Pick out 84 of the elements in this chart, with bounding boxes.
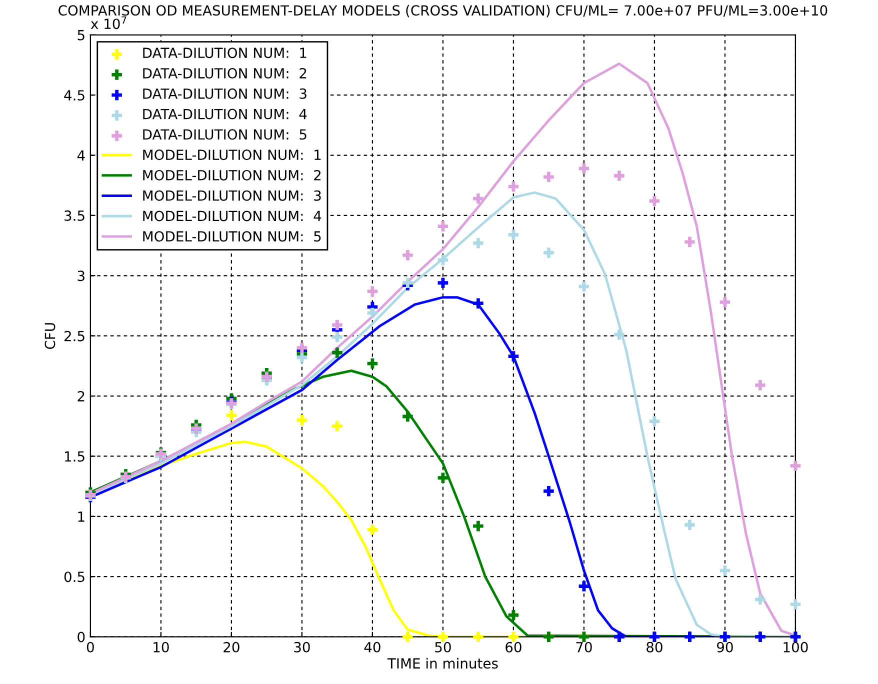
point: [578, 163, 590, 174]
point: [790, 599, 801, 610]
point: [402, 411, 413, 422]
y-tick-label: 4: [77, 150, 85, 161]
point: [226, 410, 237, 420]
y-tick-label: 5: [78, 30, 84, 40]
point: [544, 172, 554, 182]
legend-label: DATA-DILUTION NUM: 3: [143, 88, 306, 99]
point: [508, 610, 519, 620]
point: [438, 254, 448, 266]
point: [402, 278, 413, 288]
legend-label: DATA-DILUTION NUM: 4: [143, 108, 307, 120]
point: [508, 230, 519, 240]
point: [720, 565, 730, 576]
x-tick-label: 30: [294, 642, 310, 652]
y-tick-label: 0.5: [64, 572, 84, 582]
point: [755, 380, 766, 390]
point: [790, 460, 801, 472]
x-tick-label: 70: [576, 642, 592, 652]
point: [438, 472, 448, 484]
y-tick-label: 1: [78, 512, 84, 522]
x-tick-label: 20: [224, 642, 240, 652]
legend-label: MODEL-DILUTION NUM: 3: [143, 190, 321, 201]
point: [332, 348, 342, 358]
point: [508, 181, 519, 192]
point: [720, 296, 730, 308]
point: [649, 196, 660, 206]
x-axis-title: TIME in minutes: [387, 658, 498, 669]
point: [367, 524, 378, 535]
point: [684, 236, 695, 248]
y-axis-title: CFU: [44, 323, 56, 349]
point: [473, 238, 484, 248]
point: [544, 248, 554, 258]
legend-label: MODEL-DILUTION NUM: 2: [143, 170, 321, 180]
y-tick-label: 2: [78, 391, 84, 402]
point: [614, 170, 624, 181]
point: [367, 358, 378, 369]
y-tick-label: 2.5: [64, 330, 84, 342]
point: [578, 581, 590, 592]
point: [508, 632, 519, 642]
x-tick-label: 50: [435, 642, 451, 652]
x-tick-label: 40: [364, 642, 380, 652]
point: [508, 351, 519, 362]
point: [473, 632, 484, 642]
point: [544, 486, 554, 496]
legend-label: DATA-DILUTION NUM: 2: [143, 68, 306, 79]
point: [402, 250, 413, 260]
y-tick-label: 1.5: [65, 451, 84, 462]
x-tick-label: 100: [784, 642, 808, 652]
y-tick-label: 4.5: [64, 90, 84, 101]
point: [755, 594, 766, 605]
point: [649, 416, 660, 426]
point: [473, 520, 484, 532]
point: [296, 414, 308, 426]
chart-title: COMPARISON OD MEASUREMENT-DELAY MODELS (CROSS VALIDATION) CFU/ML= 7.00e+07 PFU/ML=3.00e+10: [58, 4, 828, 18]
point: [332, 320, 342, 330]
x-tick-label: 60: [506, 642, 522, 652]
point: [296, 342, 308, 354]
legend-label: DATA-DILUTION NUM: 5: [143, 129, 306, 140]
y-tick-label: 0: [78, 632, 85, 642]
legend-label: DATA-DILUTION NUM: 1: [143, 48, 306, 58]
point: [684, 520, 695, 530]
x-tick-label: 90: [717, 642, 733, 652]
point: [332, 332, 342, 342]
point: [614, 329, 624, 340]
point: [367, 308, 378, 318]
text: x 10$^{7}$: [90, 16, 126, 30]
point: [473, 298, 484, 308]
y-tick-label: 3.5: [64, 210, 84, 221]
legend-label: MODEL-DILUTION NUM: 4: [143, 210, 322, 222]
point: [578, 281, 590, 292]
y-tick-label: 3: [78, 270, 84, 282]
legend-label: MODEL-DILUTION NUM: 5: [143, 231, 321, 242]
point: [438, 632, 448, 642]
x-tick-label: 80: [646, 642, 662, 652]
point: [473, 193, 484, 204]
point: [438, 221, 448, 232]
x-tick-label: 10: [154, 642, 169, 652]
point: [438, 278, 448, 288]
x-tick-label: 0: [86, 642, 94, 652]
legend-label: MODEL-DILUTION NUM: 1: [143, 150, 321, 160]
point: [402, 632, 413, 642]
point: [367, 286, 378, 296]
point: [332, 420, 342, 432]
